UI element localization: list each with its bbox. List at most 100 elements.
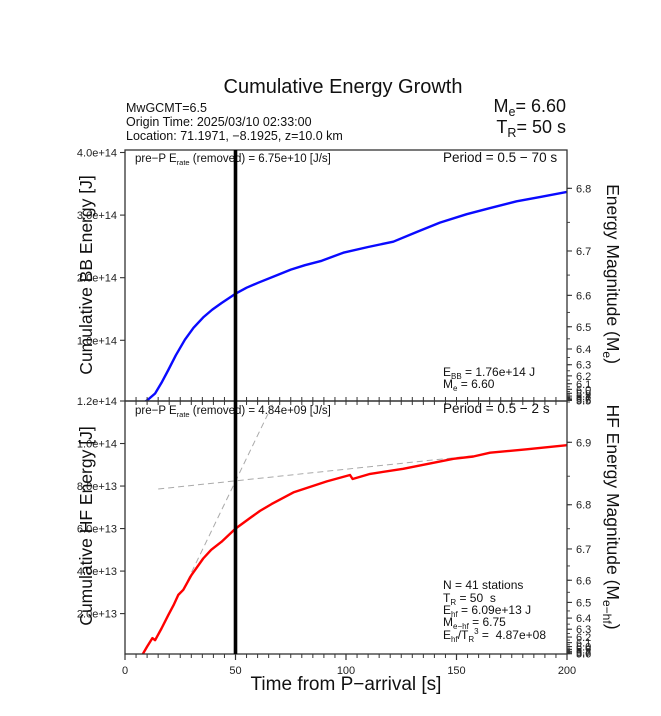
- magnitude-tick-label: 6.3: [576, 360, 591, 372]
- bb-pre-p-rate-value: (removed) = 6.75e+10 [J/s]: [190, 153, 331, 165]
- magnitude-tick-label: 6.1: [576, 638, 591, 650]
- hf-ratio-symbol-e: E: [443, 628, 451, 642]
- figure-title: Cumulative Energy Growth: [224, 76, 463, 98]
- bb-magnitude-axis-title-main: Energy Magnitude (M: [603, 184, 623, 351]
- x-tick-label: 0: [122, 665, 128, 677]
- hf-plot-area: [141, 401, 567, 654]
- y-tick-label: 8.0e+13: [77, 481, 117, 493]
- event-origin-time: Origin Time: 2025/03/10 02:33:00: [126, 115, 312, 129]
- tr-summary: TR= 50 s: [496, 117, 566, 140]
- magnitude-tick-label: 5.9: [576, 388, 591, 400]
- hf-ratio-subscript-hf: hf: [451, 635, 458, 644]
- tr-summary-value: = 50 s: [516, 117, 566, 137]
- magnitude-tick-label: 5.9: [576, 644, 591, 656]
- magnitude-tick-label: 6.9: [576, 437, 591, 449]
- bb-pre-p-rate-annotation: pre−P Erate (removed) = 6.75e+10 [J/s]: [135, 153, 331, 167]
- magnitude-tick-label: 6.8: [576, 500, 591, 512]
- magnitude-tick-label: 6.5: [576, 322, 591, 334]
- me-summary: Me= 6.60: [494, 96, 567, 119]
- plot-layer: 1.0e+142.0e+143.0e+144.0e+145.55.65.75.8…: [77, 148, 591, 677]
- me-summary-subscript: e: [509, 105, 516, 119]
- hf-tr-subscript: R: [450, 598, 456, 607]
- hf-pre-p-rate-prefix: pre−P E: [135, 405, 177, 417]
- event-location: Location: 71.1971, −8.1925, z=10.0 km: [126, 129, 343, 143]
- magnitude-tick-label: 5.6: [576, 649, 591, 661]
- hf-energy-symbol: E: [443, 603, 451, 617]
- y-tick-label: 1.2e+14: [77, 396, 117, 408]
- x-tick-label: 150: [447, 665, 465, 677]
- magnitude-tick-label: 6.3: [576, 624, 591, 636]
- hf-energy-ratio-annotation: Ehf/TR3 = 4.87e+08: [443, 627, 546, 644]
- hf-magnitude-annotation: Me−hf = 6.75: [443, 615, 506, 631]
- late-trend-line: [158, 454, 479, 490]
- event-magnitude-info: MwGCMT=6.5: [126, 101, 207, 115]
- hf-panel: 0 50 100 150 200 2.0e+13 4.0e+13 6.0e+13 8.0e+13…: [77, 396, 591, 677]
- me-summary-symbol: M: [494, 96, 509, 116]
- magnitude-tick-label: 6.8: [576, 183, 591, 195]
- hf-ratio-divider: /T: [458, 628, 469, 642]
- tr-summary-symbol: T: [496, 117, 507, 137]
- hf-y-axis-title: Cumulative HF Energy [J]: [76, 426, 96, 625]
- magnitude-tick-label: 5.7: [576, 648, 591, 660]
- early-slope-line: [182, 401, 275, 591]
- y-tick-label: 1.0e+14: [77, 335, 117, 347]
- hf-magnitude-axis-title-main: HF Energy Magnitude (M: [603, 404, 623, 600]
- magnitude-tick-label: 6.7: [576, 544, 591, 556]
- bb-y-axis-title: Cumulative BB Energy [J]: [76, 175, 96, 374]
- magnitude-tick-label: 6.4: [576, 344, 591, 356]
- hf-ratio-subscript-r: R: [468, 635, 474, 644]
- magnitude-tick-label: 5.5: [576, 395, 591, 407]
- bb-energy-curve: [144, 190, 567, 401]
- bb-magnitude-subscript: e: [453, 384, 458, 393]
- hf-pre-p-rate-value: (removed) = 4.84e+09 [J/s]: [190, 405, 331, 417]
- x-tick-label: 100: [337, 665, 355, 677]
- x-tick-label: 200: [558, 665, 576, 677]
- hf-energy-value: = 6.09e+13 J: [458, 603, 531, 617]
- bb-pre-p-rate-subscript: rate: [177, 158, 190, 167]
- bb-energy-subscript: BB: [451, 372, 462, 381]
- hf-magnitude-axis-title: HF Energy Magnitude (Me−hf): [600, 404, 623, 629]
- magnitude-tick-label: 5.8: [576, 391, 591, 403]
- magnitude-tick-label: 6.0: [576, 384, 591, 396]
- hf-tr-symbol: T: [443, 591, 451, 605]
- hf-tr-annotation: TR = 50 s: [443, 591, 496, 607]
- bb-magnitude-annotation: Me = 6.60: [443, 377, 495, 393]
- y-tick-label: 3.0e+14: [77, 210, 117, 222]
- magnitude-tick-label: 5.8: [576, 646, 591, 658]
- bb-pre-p-rate-prefix: pre−P E: [135, 153, 177, 165]
- hf-station-count: N = 41 stations: [443, 578, 523, 592]
- magnitude-tick-label: 6.7: [576, 246, 591, 258]
- hf-magnitude-subscript: e−hf: [453, 622, 470, 631]
- me-summary-value: = 6.60: [515, 96, 566, 116]
- hf-pre-p-rate-subscript: rate: [177, 410, 190, 419]
- hf-period-band: Period = 0.5 − 2 s: [443, 401, 550, 416]
- hf-pre-p-rate-annotation: pre−P Erate (removed) = 4.84e+09 [J/s]: [135, 405, 331, 419]
- hf-energy-annotation: Ehf = 6.09e+13 J: [443, 603, 531, 619]
- tr-summary-subscript: R: [507, 126, 516, 140]
- hf-magnitude-axis-title-subscript: e−hf: [600, 600, 614, 624]
- hf-ratio-superscript: 3: [474, 627, 479, 636]
- y-tick-label: 1.0e+14: [77, 439, 117, 451]
- magnitude-tick-label: 6.4: [576, 613, 591, 625]
- hf-magnitude-axis-title-end: ): [603, 624, 623, 630]
- magnitude-tick-label: 6.1: [576, 379, 591, 391]
- x-axis-title: Time from P−arrival [s]: [251, 674, 442, 695]
- hf-ratio-value: = 4.87e+08: [479, 628, 547, 642]
- bb-energy-symbol: E: [443, 365, 451, 379]
- y-tick-label: 4.0e+13: [77, 566, 117, 578]
- bb-energy-annotation: EBB = 1.76e+14 J: [443, 365, 535, 381]
- bb-magnitude-axis-title-end: ): [603, 358, 623, 364]
- magnitude-tick-label: 5.6: [576, 394, 591, 406]
- hf-tr-value: = 50 s: [456, 591, 496, 605]
- hf-energy-subscript: hf: [451, 610, 458, 619]
- bb-magnitude-axis-title: Energy Magnitude (Me): [600, 184, 623, 364]
- hf-energy-curve: [141, 444, 567, 654]
- hf-magnitude-symbol: M: [443, 615, 453, 629]
- magnitude-tick-label: 6.6: [576, 575, 591, 587]
- y-tick-label: 6.0e+13: [77, 524, 117, 536]
- bb-magnitude-value: = 6.60: [457, 377, 494, 391]
- magnitude-tick-label: 5.7: [576, 393, 591, 405]
- bb-plot-area: [144, 190, 567, 401]
